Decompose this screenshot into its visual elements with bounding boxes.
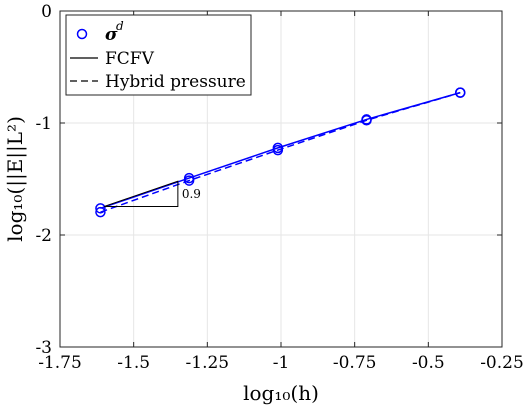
- x-tick-label: -1: [273, 353, 290, 373]
- data-point: [361, 115, 372, 126]
- legend-box: [65, 14, 252, 96]
- data-point: [272, 144, 284, 156]
- axis-labels: log₁₀(h) log₁₀(||E||L²): [3, 116, 319, 405]
- legend-label-hybrid-pressure: Hybrid pressure: [105, 72, 246, 92]
- y-axis-label: log₁₀(||E||L²): [3, 116, 28, 242]
- x-tick-label: -0.5: [412, 353, 445, 373]
- data-point: [183, 175, 195, 186]
- data-point: [95, 203, 106, 214]
- series-line-hybrid-pressure: [100, 91, 461, 213]
- y-tick-label: 0: [41, 2, 52, 22]
- legend: σd FCFV Hybrid pressure: [65, 14, 252, 96]
- x-tick-label: -0.25: [480, 353, 524, 373]
- legend-label-fcfv: FCFV: [105, 49, 155, 69]
- data-point: [95, 206, 106, 218]
- axis-ticks: -1.75 -1.5 -1.25 -1 -0.75 -0.5 -0.25 -3 -2 -1 0: [35, 2, 523, 373]
- series-group: [95, 87, 466, 218]
- slope-label: 0.9: [182, 187, 201, 201]
- slope-triangle: [104, 180, 179, 207]
- y-tick-label: -2: [35, 226, 52, 246]
- y-tick-label: -3: [35, 338, 52, 358]
- x-tick-label: -1.25: [186, 353, 230, 373]
- x-tick-label: -1.75: [38, 353, 82, 373]
- x-axis-label: log₁₀(h): [243, 381, 319, 405]
- legend-label-sigma: σ: [105, 25, 118, 45]
- y-tick-label: -1: [35, 114, 52, 134]
- x-tick-label: -1.5: [117, 353, 150, 373]
- legend-label-sigma-superscript: d: [116, 19, 124, 33]
- slope-triangle-group: 0.9: [104, 180, 201, 207]
- x-tick-label: -0.75: [333, 353, 377, 373]
- data-point: [454, 87, 466, 98]
- legend-marker-circle: [76, 28, 88, 40]
